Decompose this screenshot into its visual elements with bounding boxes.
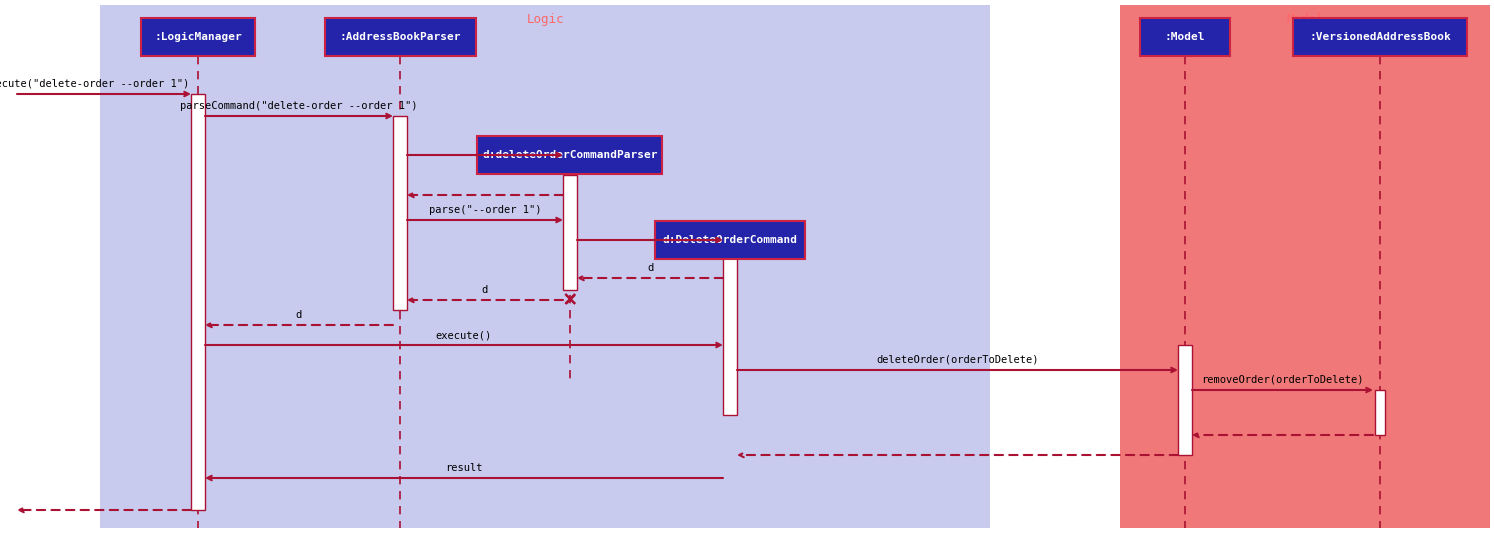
Text: Model: Model — [1286, 13, 1324, 26]
Text: d: d — [483, 285, 489, 295]
Text: ×: × — [562, 291, 578, 309]
Text: :Model: :Model — [1165, 32, 1206, 42]
Bar — [563, 175, 577, 290]
Bar — [478, 136, 662, 174]
Text: :AddressBookParser: :AddressBookParser — [339, 32, 460, 42]
Bar — [191, 94, 205, 510]
Bar — [723, 245, 737, 415]
Bar — [393, 116, 406, 310]
Bar — [1120, 5, 1490, 528]
Text: ×: × — [562, 290, 578, 310]
Text: d: d — [296, 310, 302, 320]
Text: Logic: Logic — [526, 13, 563, 26]
Bar — [1177, 345, 1192, 455]
Bar — [1294, 18, 1467, 56]
Text: parseCommand("delete-order --order 1"): parseCommand("delete-order --order 1") — [181, 101, 418, 111]
Bar — [100, 5, 991, 528]
Text: execute("delete-order --order 1"): execute("delete-order --order 1") — [0, 79, 190, 89]
Bar — [654, 221, 805, 259]
Text: removeOrder(orderToDelete): removeOrder(orderToDelete) — [1201, 375, 1364, 385]
Bar — [1374, 390, 1385, 435]
Bar — [142, 18, 255, 56]
Text: deleteOrder(orderToDelete): deleteOrder(orderToDelete) — [877, 355, 1038, 365]
Text: execute(): execute() — [436, 330, 492, 340]
Text: d:deleteOrderCommandParser: d:deleteOrderCommandParser — [483, 150, 657, 160]
Text: d: d — [647, 263, 653, 273]
Bar — [324, 18, 475, 56]
Text: d:DeleteOrderCommand: d:DeleteOrderCommand — [662, 235, 798, 245]
Text: :LogicManager: :LogicManager — [154, 32, 242, 42]
Text: result: result — [445, 463, 483, 473]
Text: :VersionedAddressBook: :VersionedAddressBook — [1309, 32, 1451, 42]
Text: parse("--order 1"): parse("--order 1") — [429, 205, 541, 215]
Bar — [1140, 18, 1230, 56]
